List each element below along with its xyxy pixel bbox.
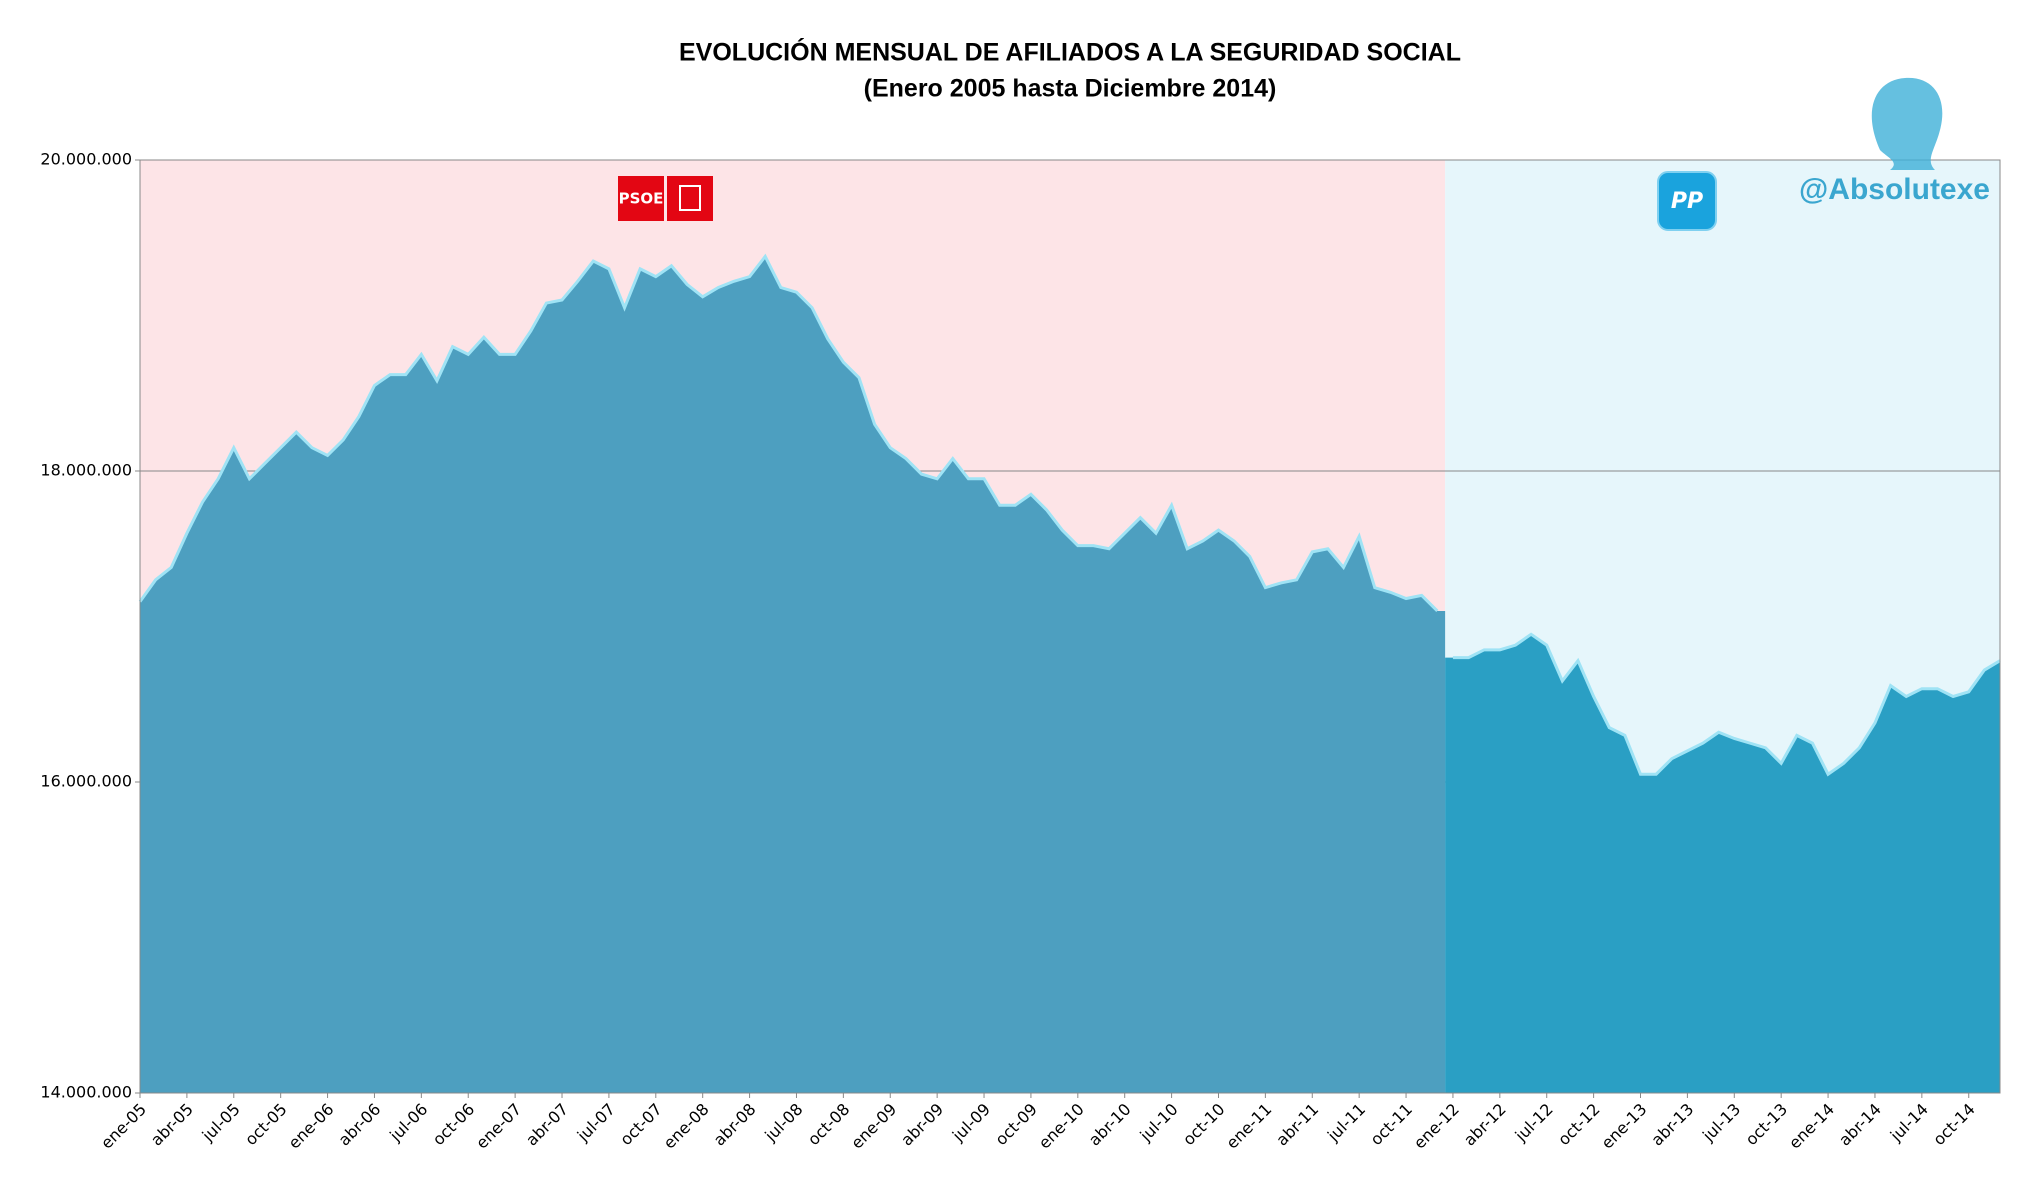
x-tick-label: abr-08 [710, 1100, 760, 1150]
area [1445, 634, 2000, 1093]
x-tick-label: oct-14 [1929, 1100, 1978, 1149]
logo-icon [679, 185, 701, 211]
pp-label: PP [1671, 189, 1703, 214]
x-tick-label: ene-05 [97, 1100, 150, 1153]
plot-frame [139, 159, 2001, 1094]
brand-logo [1871, 77, 1943, 170]
x-tick-label: oct-08 [804, 1100, 853, 1149]
x-tick-label: abr-12 [1460, 1100, 1510, 1150]
x-tick-label: oct-13 [1742, 1100, 1791, 1149]
x-tick-label: jul-14 [1886, 1100, 1932, 1146]
chart-subtitle: (Enero 2005 hasta Diciembre 2014) [864, 75, 1277, 103]
psoe-label: PSOE [619, 190, 664, 208]
x-tick-label: jul-07 [573, 1100, 619, 1146]
x-tick-label: ene-12 [1410, 1100, 1463, 1153]
x-tick-label: jul-13 [1698, 1100, 1744, 1146]
psoe-logo: PSOE [618, 176, 713, 221]
areas [138, 253, 2001, 1093]
area [140, 256, 1446, 1093]
x-tick-label: oct-12 [1554, 1100, 1603, 1149]
x-tick-label: abr-11 [1272, 1100, 1322, 1150]
x-tick-label: jul-06 [385, 1100, 431, 1146]
x-tick-label: ene-13 [1598, 1100, 1651, 1153]
logo-box [667, 176, 713, 221]
x-tick-label: oct-05 [241, 1100, 290, 1149]
logo-box [1657, 171, 1717, 231]
x-tick-label: ene-09 [847, 1100, 900, 1153]
x-tick-label: jul-11 [1323, 1100, 1369, 1146]
area-edge [138, 253, 1439, 613]
x-tick-label: abr-14 [1835, 1100, 1885, 1150]
x-tick-label: jul-08 [760, 1100, 806, 1146]
logo-box [618, 176, 664, 221]
x-tick-label: abr-10 [1085, 1100, 1135, 1150]
x-tick-label: oct-07 [616, 1100, 665, 1149]
x-tick-label: ene-08 [660, 1100, 713, 1153]
x-tick-label: oct-11 [1367, 1100, 1416, 1149]
x-tick-label: jul-05 [198, 1100, 244, 1146]
x-tick-label: abr-07 [522, 1100, 572, 1150]
brand-label: @Absolutexe [1799, 173, 1990, 206]
x-tick-label: ene-14 [1785, 1100, 1838, 1153]
logo-shape [1871, 77, 1943, 170]
x-tick-label: oct-09 [991, 1100, 1040, 1149]
x-tick-label: jul-09 [948, 1100, 994, 1146]
y-tick-label: 16.000.000 [40, 772, 132, 791]
x-tick-label: abr-13 [1647, 1100, 1697, 1150]
x-tick-label: ene-11 [1222, 1100, 1275, 1153]
x-tick-label: ene-06 [285, 1100, 338, 1153]
x-tick-label: jul-12 [1511, 1100, 1557, 1146]
pp-logo: PP [1657, 171, 1717, 231]
y-tick-label: 14.000.000 [40, 1083, 132, 1102]
x-tick-label: oct-10 [1179, 1100, 1228, 1149]
x-tick-label: oct-06 [429, 1100, 478, 1149]
y-tick-label: 20.000.000 [40, 150, 132, 169]
x-tick-label: ene-07 [472, 1100, 525, 1153]
chart-title: EVOLUCIÓN MENSUAL DE AFILIADOS A LA SEGU… [679, 37, 1461, 67]
x-tick-label: abr-05 [147, 1100, 197, 1150]
y-tick-label: 18.000.000 [40, 461, 132, 480]
x-tick-label: ene-10 [1035, 1100, 1088, 1153]
x-tick-label: jul-10 [1136, 1100, 1182, 1146]
x-tick-label: abr-09 [897, 1100, 947, 1150]
area-edge [1452, 632, 2001, 777]
x-tick-label: abr-06 [335, 1100, 385, 1150]
